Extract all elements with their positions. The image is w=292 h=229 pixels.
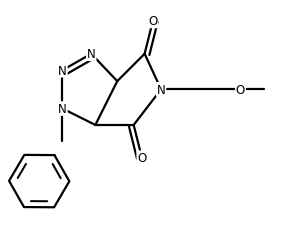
Text: N: N [157, 84, 166, 96]
Text: N: N [87, 48, 95, 61]
Text: N: N [58, 64, 67, 77]
Text: O: O [137, 152, 147, 165]
Text: O: O [148, 15, 157, 28]
Text: O: O [236, 84, 245, 96]
Text: N: N [58, 103, 67, 115]
